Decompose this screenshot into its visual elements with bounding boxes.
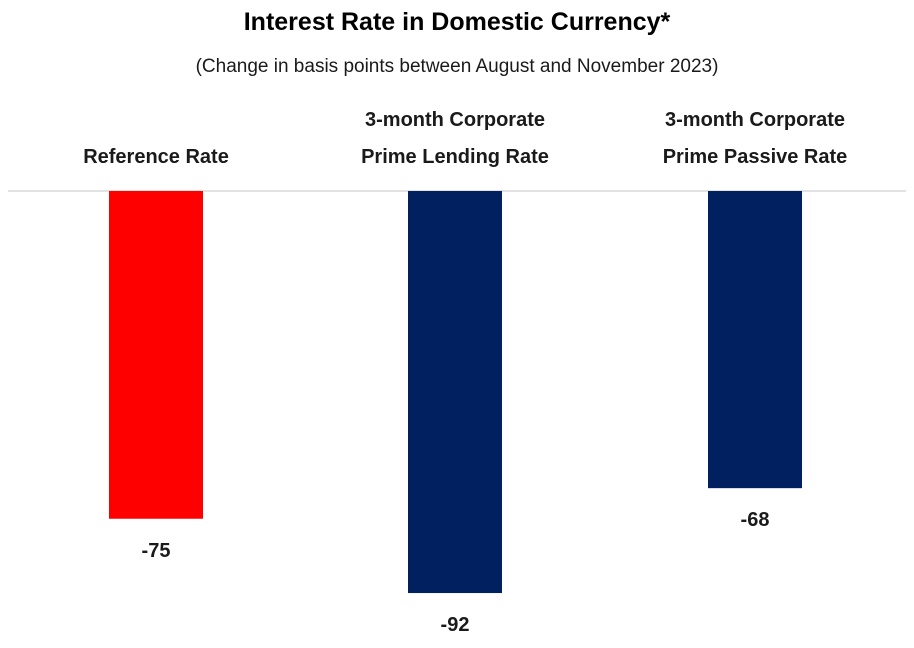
category-label-3-line-1: 3-month Corporate <box>665 109 845 131</box>
value-labels: -75 -92 -68 <box>142 509 770 636</box>
bar-2 <box>408 191 502 594</box>
category-label-3-line-2: Prime Passive Rate <box>663 146 848 168</box>
value-label-1: -75 <box>142 540 171 562</box>
category-label-1-line-1: Reference Rate <box>83 146 229 168</box>
value-label-2: -92 <box>441 614 470 636</box>
category-labels: Reference Rate 3-month Corporate Prime Len… <box>83 109 847 168</box>
value-label-3: -68 <box>741 509 770 531</box>
chart-title: Interest Rate in Domestic Currency* <box>244 8 671 36</box>
bar-1 <box>109 191 203 519</box>
bars <box>109 191 802 594</box>
category-label-2-line-2: Prime Lending Rate <box>361 146 549 168</box>
bar-3 <box>708 191 802 489</box>
category-label-2-line-1: 3-month Corporate <box>365 109 545 131</box>
chart-subtitle: (Change in basis points between August a… <box>196 56 719 77</box>
